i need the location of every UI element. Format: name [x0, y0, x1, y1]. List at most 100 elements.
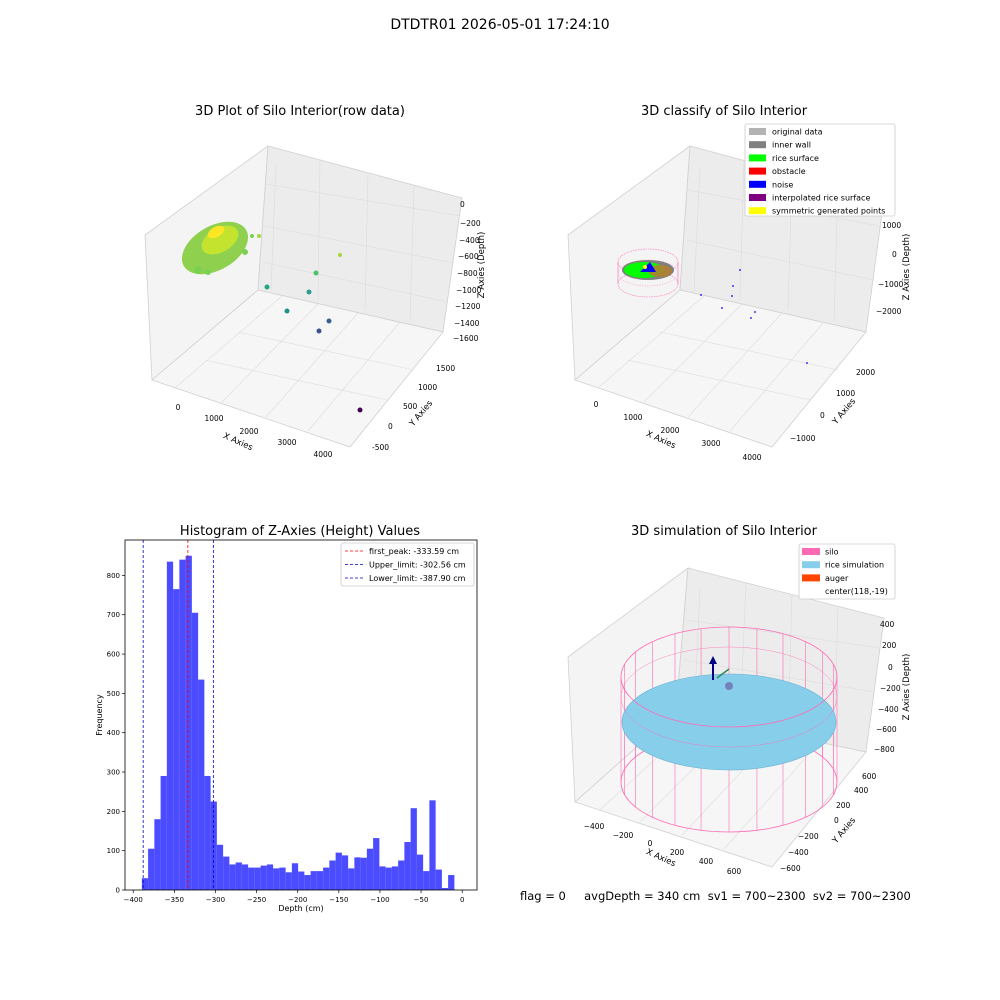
classify-legend-swatch [749, 194, 766, 201]
histogram-bar [354, 857, 361, 890]
sim-legend-label: auger [825, 574, 849, 583]
histogram-bar [198, 679, 205, 890]
histogram-bar [254, 867, 261, 890]
histogram-bar [285, 872, 292, 890]
histogram-bar [273, 868, 280, 890]
histogram-bar [304, 875, 311, 890]
histogram-legend-label: first_peak: -333.59 cm [369, 547, 459, 556]
histogram-x-tick-label: −250 [247, 896, 266, 904]
histogram-bar [323, 867, 330, 890]
sim-z-tick: −200 [880, 684, 901, 693]
histogram-bar [235, 862, 242, 890]
raw-x-tick: 2000 [239, 427, 258, 436]
classify-legend-swatch [749, 141, 766, 149]
histogram-bar [154, 819, 161, 890]
raw-z-tick: −1400 [454, 319, 480, 328]
histogram-legend-label: Lower_limit: -387.90 cm [369, 574, 466, 583]
sim-z-label: Z Axies (Depth) [902, 654, 912, 721]
sim-y-tick: 600 [862, 772, 877, 781]
status-line: flag = 0 avgDepth = 340 cm sv1 = 700~230… [520, 889, 911, 903]
raw-3d-points [181, 221, 363, 413]
raw-z-tick: −400 [459, 236, 480, 245]
histogram-bar [429, 800, 436, 890]
histogram-x-tick-label: −400 [124, 896, 143, 904]
sim-y-tick: 0 [834, 816, 839, 825]
sim-y-tick: −200 [798, 832, 819, 841]
histogram-x-tick-label: −300 [206, 896, 225, 904]
histogram-y-tick-label: 800 [107, 572, 120, 580]
histogram-bar [385, 867, 392, 890]
sim-legend-label: silo [825, 548, 839, 557]
raw-z-tick: −1200 [455, 302, 481, 311]
histogram-bar [310, 871, 317, 890]
histogram-bar [448, 875, 455, 890]
histogram-bar [266, 864, 274, 890]
raw-z-tick: 0 [460, 200, 465, 209]
histogram-bar [435, 869, 442, 890]
histogram-bar [391, 866, 399, 890]
classify-x-tick: 4000 [742, 453, 761, 462]
histogram-bar [160, 775, 167, 890]
histogram-legend-label: Upper_limit: -302.56 cm [369, 561, 466, 570]
histogram-y-tick-label: 0 [116, 887, 120, 895]
sim-legend: silo rice simulation auger center(118,-19) [798, 543, 896, 600]
histogram-bar [241, 864, 249, 890]
classify-x-tick: 1000 [623, 413, 642, 422]
histogram-bar [179, 559, 186, 890]
sim-legend-swatch [802, 574, 820, 582]
histogram-bar [410, 808, 417, 890]
histogram-bar [191, 612, 199, 890]
sim-y-tick: 400 [854, 786, 869, 795]
histogram-y-tick-label: 700 [107, 611, 120, 619]
classify-y-tick: 2000 [856, 368, 875, 377]
classify-3d-points [617, 248, 808, 364]
classify-legend-label: obstacle [772, 167, 806, 176]
histogram-x-tick-label: 0 [460, 896, 464, 904]
histogram-x-ticks: −400 −350 −300 −250 −200 −150 −100 −50 0 [124, 890, 464, 904]
sim-y-tick: −400 [788, 848, 809, 857]
classify-x-tick: 0 [594, 400, 599, 409]
histogram-bar [416, 854, 424, 890]
classify-legend: original data inner wall rice surface obsta… [744, 123, 896, 217]
histogram-y-tick-label: 500 [107, 690, 120, 698]
classify-y-label: Y Axies [830, 396, 858, 427]
sim-legend-swatch [802, 548, 820, 555]
histogram-bar [204, 775, 211, 890]
histogram-bar [148, 848, 155, 890]
sim-z-tick: −800 [874, 745, 895, 754]
raw-z-tick: −600 [458, 252, 479, 261]
classify-legend-label: symmetric generated points [772, 207, 885, 216]
histogram-chart: −400 −350 −300 −250 −200 −150 −100 −50 0 0 100 200… [95, 539, 478, 913]
raw-z-tick: −200 [460, 219, 481, 228]
histogram-bar [185, 555, 192, 890]
histogram-bar [260, 865, 267, 890]
histogram-x-tick-label: −150 [329, 896, 348, 904]
sim-legend-label: rice simulation [825, 561, 884, 570]
classify-z-tick: −2000 [876, 307, 902, 316]
histogram-frame [124, 539, 478, 891]
raw-x-tick: 1000 [204, 414, 223, 423]
raw-plot-title: 3D Plot of Silo Interior(row data) [195, 104, 405, 119]
histogram-x-label: Depth (cm) [278, 904, 323, 913]
histogram-bars [141, 555, 455, 890]
histogram-reference-lines [142, 540, 214, 890]
sim-x-tick: 600 [727, 867, 742, 876]
raw-x-tick: 0 [176, 403, 181, 412]
classify-y-tick: −1000 [790, 434, 816, 443]
histogram-x-tick-label: −50 [414, 896, 429, 904]
classify-y-tick: 0 [820, 411, 825, 420]
raw-y-tick: 1500 [436, 364, 455, 373]
raw-y-tick: 1000 [418, 383, 437, 392]
histogram-x-tick-label: −100 [370, 896, 389, 904]
histogram-bar [441, 888, 449, 890]
histogram-bar [223, 856, 230, 890]
raw-3d-ticks: 0 1000 2000 3000 4000 -500 0 500 1000 15… [176, 200, 482, 459]
histogram-bar [229, 864, 236, 890]
histogram-title: Histogram of Z-Axies (Height) Values [179, 524, 421, 539]
sim-z-tick: 200 [882, 641, 897, 650]
histogram-bar [216, 844, 224, 890]
raw-z-tick: −800 [457, 269, 478, 278]
classify-z-tick: −1000 [878, 280, 904, 289]
classify-z-tick: 1000 [882, 221, 901, 230]
histogram-bar [291, 863, 299, 890]
